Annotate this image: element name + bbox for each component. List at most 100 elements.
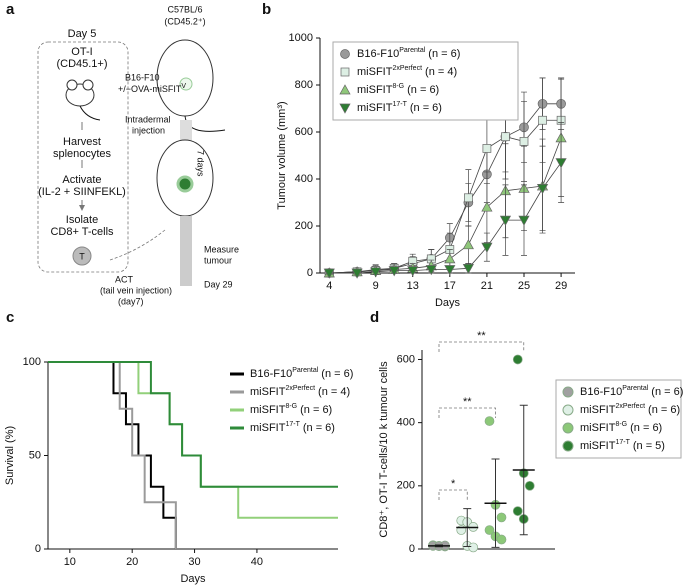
y-tick-label: 100 bbox=[23, 356, 41, 368]
legend-sup: 8-G bbox=[392, 83, 404, 90]
label: 7 days bbox=[196, 150, 206, 177]
legend-label: miSFIT8-G (n = 6) bbox=[357, 83, 439, 96]
mouse-ear bbox=[66, 79, 78, 91]
x-tick-label: 30 bbox=[188, 556, 200, 568]
marker bbox=[425, 265, 437, 276]
y-tick-label: 200 bbox=[397, 480, 415, 492]
x-tick-label: 20 bbox=[126, 556, 138, 568]
legend-swatch bbox=[562, 404, 574, 416]
label: ACT bbox=[115, 274, 134, 284]
legend-box bbox=[555, 379, 682, 459]
significance-label: * bbox=[451, 478, 456, 490]
legend-note: (n = 6) bbox=[648, 404, 680, 416]
legend-sup: 17-T bbox=[615, 439, 630, 446]
x-tick-label: 21 bbox=[481, 280, 493, 292]
label: (CD45.1+) bbox=[56, 58, 107, 70]
marker bbox=[555, 158, 567, 169]
tumour-icon bbox=[176, 175, 194, 193]
marker bbox=[340, 67, 350, 77]
significance-label: ** bbox=[477, 330, 486, 342]
marker bbox=[370, 267, 382, 278]
significance-bracket bbox=[438, 407, 496, 418]
legend-note: (n = 6) bbox=[303, 422, 335, 434]
mouse-tail bbox=[184, 115, 226, 132]
y-tick-label: 0 bbox=[409, 543, 415, 555]
legend-name: miSFIT bbox=[250, 404, 286, 416]
x-tick-label: 17 bbox=[444, 280, 456, 292]
legend-sup: 8-G bbox=[615, 421, 627, 428]
legend-name: B16-F10 bbox=[580, 386, 622, 398]
cell-icon bbox=[72, 246, 92, 266]
marker bbox=[519, 137, 529, 146]
y-tick-label: 1000 bbox=[289, 32, 313, 44]
series-line bbox=[329, 137, 562, 274]
y-tick-label: 0 bbox=[35, 543, 41, 555]
x-axis-label: Days bbox=[180, 573, 206, 585]
data-point bbox=[524, 480, 535, 491]
marker bbox=[482, 144, 492, 153]
label: OT-I bbox=[71, 46, 92, 58]
legend-swatch bbox=[562, 440, 574, 452]
label: tumour bbox=[204, 255, 232, 265]
legend-note: (n = 6) bbox=[407, 84, 439, 96]
legend-note: (n = 6) bbox=[300, 404, 332, 416]
legend-note: (n = 5) bbox=[633, 440, 665, 452]
label: V bbox=[181, 83, 186, 90]
marker bbox=[501, 132, 510, 142]
label: Isolate bbox=[66, 214, 98, 226]
label: +/−OVA-miSFIT bbox=[118, 84, 182, 94]
legend-sup: Parental bbox=[399, 47, 426, 54]
x-axis-label: Days bbox=[435, 297, 461, 309]
schematic: Day 5 OT-I (CD45.1+) Harvest splenocytes… bbox=[37, 4, 239, 306]
legend-note: (n = 4) bbox=[425, 66, 457, 78]
marker bbox=[407, 266, 419, 277]
x-tick-label: 9 bbox=[373, 280, 379, 292]
arrow bbox=[109, 229, 166, 261]
x-tick-label: 29 bbox=[555, 280, 567, 292]
legend-name: B16-F10 bbox=[357, 48, 399, 60]
legend-name: miSFIT bbox=[580, 440, 616, 452]
label: (day7) bbox=[118, 296, 144, 306]
y-tick-label: 200 bbox=[295, 220, 313, 232]
label: Activate bbox=[62, 174, 101, 186]
legend-name: miSFIT bbox=[357, 84, 393, 96]
x-tick-label: 25 bbox=[518, 280, 530, 292]
legend-sup: 8-G bbox=[285, 403, 297, 410]
legend-sup: Parental bbox=[622, 385, 649, 392]
marker bbox=[499, 215, 512, 226]
legend-name: miSFIT bbox=[357, 66, 393, 78]
legend-note: (n = 6) bbox=[428, 48, 460, 60]
marker bbox=[481, 242, 493, 253]
label: (IL-2 + SIINFEKL) bbox=[38, 186, 126, 198]
y-tick-label: 0 bbox=[307, 267, 313, 279]
label: Measure bbox=[204, 244, 239, 254]
x-tick-label: 13 bbox=[407, 280, 419, 292]
label: injection bbox=[132, 125, 165, 135]
legend-name: miSFIT bbox=[580, 404, 616, 416]
y-axis-label: Survival (%) bbox=[4, 426, 16, 485]
survival-curve bbox=[48, 361, 177, 549]
legend-sup: 2xPerfect bbox=[615, 403, 645, 410]
legend-swatch bbox=[562, 422, 574, 434]
timeline bbox=[180, 216, 192, 286]
panel-label: c bbox=[6, 309, 14, 326]
legend-label: B16-F10Parental (n = 6) bbox=[357, 47, 460, 60]
y-tick-label: 50 bbox=[29, 449, 41, 461]
label: C57BL/6 bbox=[167, 4, 202, 14]
legend-name: miSFIT bbox=[250, 386, 286, 398]
legend-name: miSFIT bbox=[580, 422, 616, 434]
panel-label: b bbox=[262, 1, 271, 18]
survival-curve bbox=[48, 361, 177, 549]
legend-label: miSFIT2xPerfect (n = 4) bbox=[250, 385, 350, 398]
legend-sup: 17-T bbox=[392, 101, 407, 108]
label: splenocytes bbox=[53, 148, 112, 160]
data-point bbox=[512, 506, 523, 516]
legend-sup: 17-T bbox=[285, 421, 300, 428]
survival-curve bbox=[48, 361, 338, 488]
y-axis-label: Tumour volume (mm³) bbox=[276, 101, 288, 209]
panel-label: d bbox=[370, 309, 379, 326]
marker bbox=[351, 268, 363, 279]
legend-label: B16-F10Parental (n = 6) bbox=[250, 367, 353, 380]
y-tick-label: 400 bbox=[295, 173, 313, 185]
